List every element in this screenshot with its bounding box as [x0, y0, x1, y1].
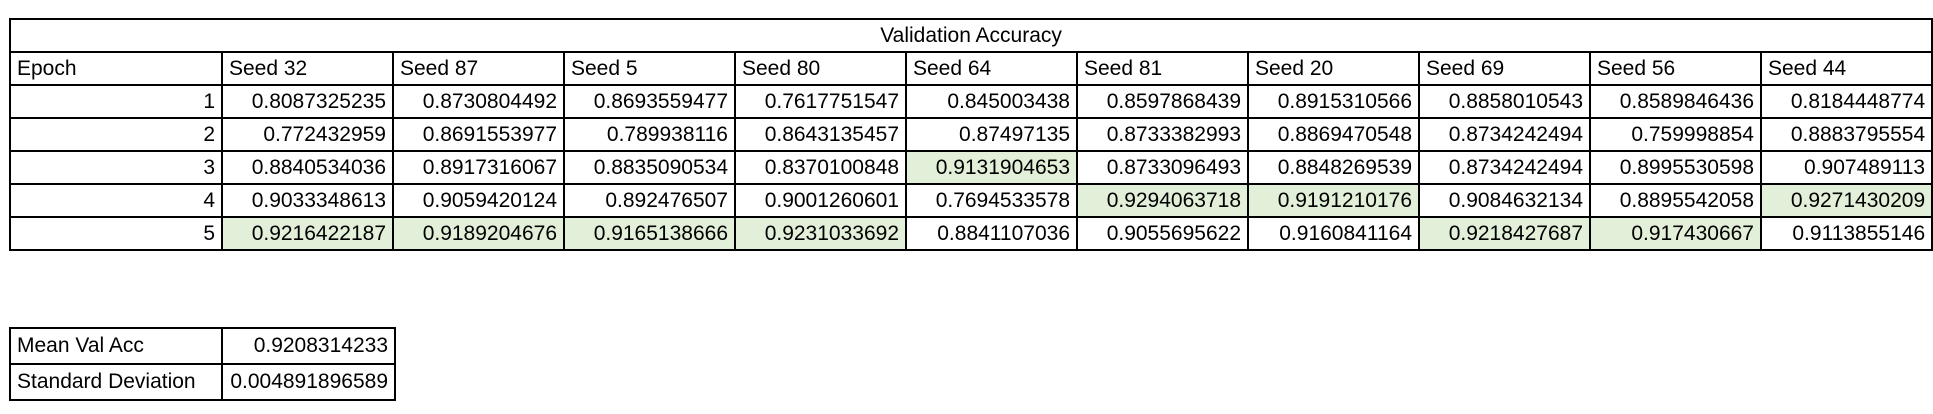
accuracy-cell: 0.8869470548	[1247, 117, 1420, 152]
table-row: 1 0.8087325235 0.8730804492 0.8693559477 0.7…	[9, 84, 1933, 119]
accuracy-cell: 0.8841107036	[905, 216, 1078, 251]
seed-header: Seed 81	[1076, 51, 1249, 86]
accuracy-cell: 0.9084632134	[1418, 183, 1591, 218]
accuracy-cell: 0.8087325235	[221, 84, 394, 119]
accuracy-cell: 0.8184448774	[1759, 84, 1933, 119]
header-row: Epoch Seed 32 Seed 87 Seed 5 Seed 80 Seed 64…	[9, 51, 1933, 86]
accuracy-cell: 0.772432959	[221, 117, 394, 152]
accuracy-cell: 0.9001260601	[734, 183, 907, 218]
table-row: 5 0.9216422187 0.9189204676 0.9165138666 0.9…	[9, 216, 1933, 251]
table-row: 4 0.9033348613 0.9059420124 0.892476507 0.90…	[9, 183, 1933, 218]
accuracy-cell: 0.9131904653	[905, 150, 1078, 185]
accuracy-cell: 0.8995530598	[1589, 150, 1762, 185]
accuracy-cell: 0.9216422187	[221, 216, 394, 251]
accuracy-cell: 0.8835090534	[563, 150, 736, 185]
accuracy-cell: 0.7617751547	[734, 84, 907, 119]
accuracy-cell: 0.789938116	[563, 117, 736, 152]
seed-header: Seed 80	[734, 51, 907, 86]
std-row: Standard Deviation 0.004891896589	[9, 363, 396, 401]
accuracy-cell: 0.8734242494	[1418, 150, 1591, 185]
epoch-header: Epoch	[9, 51, 223, 86]
accuracy-cell: 0.8733382993	[1076, 117, 1249, 152]
accuracy-cell: 0.8734242494	[1418, 117, 1591, 152]
accuracy-cell: 0.9189204676	[392, 216, 565, 251]
accuracy-cell: 0.9191210176	[1247, 183, 1420, 218]
accuracy-cell: 0.9231033692	[734, 216, 907, 251]
seed-header: Seed 64	[905, 51, 1078, 86]
epoch-cell: 3	[9, 150, 223, 185]
mean-value: 0.9208314233	[221, 327, 396, 365]
accuracy-cell: 0.8858010543	[1418, 84, 1591, 119]
seed-header: Seed 32	[221, 51, 394, 86]
accuracy-cell: 0.87497135	[905, 117, 1078, 152]
seed-header: Seed 87	[392, 51, 565, 86]
accuracy-cell: 0.9165138666	[563, 216, 736, 251]
seed-header: Seed 56	[1589, 51, 1762, 86]
accuracy-cell: 0.8917316067	[392, 150, 565, 185]
epoch-cell: 4	[9, 183, 223, 218]
accuracy-cell: 0.907489113	[1759, 150, 1933, 185]
epoch-cell: 5	[9, 216, 223, 251]
accuracy-cell: 0.759998854	[1589, 117, 1762, 152]
accuracy-cell: 0.845003438	[905, 84, 1078, 119]
accuracy-cell: 0.7694533578	[905, 183, 1078, 218]
accuracy-cell: 0.8370100848	[734, 150, 907, 185]
seed-header: Seed 69	[1418, 51, 1591, 86]
accuracy-cell: 0.9055695622	[1076, 216, 1249, 251]
accuracy-cell: 0.9160841164	[1247, 216, 1420, 251]
accuracy-cell: 0.9033348613	[221, 183, 394, 218]
accuracy-cell: 0.8915310566	[1247, 84, 1420, 119]
validation-accuracy-table: Validation Accuracy Epoch Seed 32 Seed 87…	[8, 18, 1933, 251]
accuracy-cell: 0.9271430209	[1759, 183, 1933, 218]
accuracy-cell: 0.8643135457	[734, 117, 907, 152]
seed-header: Seed 20	[1247, 51, 1420, 86]
accuracy-cell: 0.8840534036	[221, 150, 394, 185]
table-title: Validation Accuracy	[8, 18, 1933, 53]
accuracy-cell: 0.9218427687	[1418, 216, 1591, 251]
std-label: Standard Deviation	[9, 363, 223, 401]
table-row: 2 0.772432959 0.8691553977 0.789938116 0.864…	[9, 117, 1933, 152]
accuracy-cell: 0.8730804492	[392, 84, 565, 119]
mean-row: Mean Val Acc 0.9208314233	[9, 327, 396, 365]
accuracy-cell: 0.8848269539	[1247, 150, 1420, 185]
accuracy-cell: 0.9294063718	[1076, 183, 1249, 218]
accuracy-cell: 0.8883795554	[1759, 117, 1933, 152]
mean-label: Mean Val Acc	[9, 327, 223, 365]
table-row: 3 0.8840534036 0.8917316067 0.8835090534 0.8…	[9, 150, 1933, 185]
accuracy-cell: 0.892476507	[563, 183, 736, 218]
accuracy-cell: 0.8691553977	[392, 117, 565, 152]
seed-header: Seed 5	[563, 51, 736, 86]
seed-header: Seed 44	[1759, 51, 1933, 86]
accuracy-cell: 0.8733096493	[1076, 150, 1249, 185]
accuracy-cell: 0.9113855146	[1759, 216, 1933, 251]
summary-table: Mean Val Acc 0.9208314233 Standard Devia…	[9, 327, 396, 401]
accuracy-cell: 0.8693559477	[563, 84, 736, 119]
accuracy-cell: 0.917430667	[1589, 216, 1762, 251]
accuracy-cell: 0.9059420124	[392, 183, 565, 218]
accuracy-cell: 0.8895542058	[1589, 183, 1762, 218]
epoch-cell: 2	[9, 117, 223, 152]
std-value: 0.004891896589	[221, 363, 396, 401]
epoch-cell: 1	[9, 84, 223, 119]
accuracy-cell: 0.8597868439	[1076, 84, 1249, 119]
table-title-row: Validation Accuracy	[8, 18, 1933, 53]
accuracy-cell: 0.8589846436	[1589, 84, 1762, 119]
